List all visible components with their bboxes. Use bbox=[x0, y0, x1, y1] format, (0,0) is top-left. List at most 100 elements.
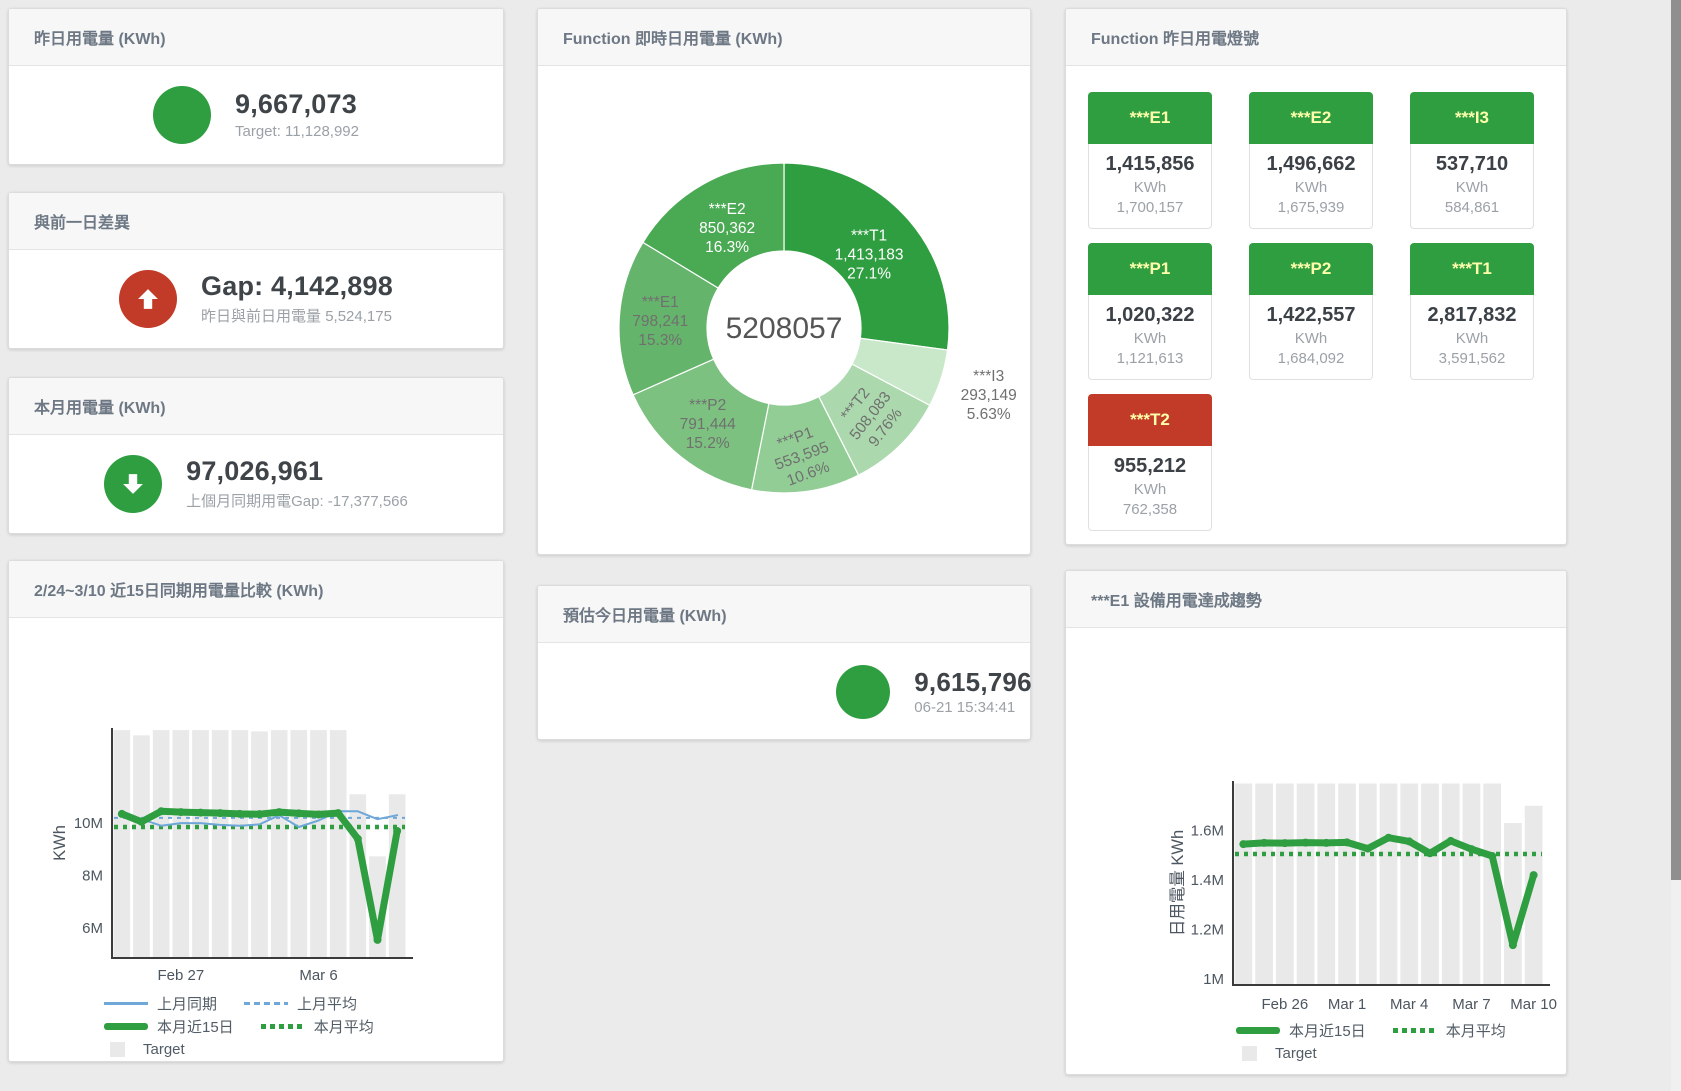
target-bar bbox=[290, 730, 308, 958]
target-bar bbox=[1338, 783, 1356, 985]
target-bar bbox=[192, 730, 209, 958]
chart-legend: 上月同期 上月平均本月近15日 本月平均 Target bbox=[9, 992, 503, 1061]
tile-value: 1,496,662 bbox=[1266, 153, 1356, 175]
status-circle bbox=[836, 665, 891, 719]
target-bar bbox=[133, 735, 150, 958]
x-tick-label: Feb 27 bbox=[157, 967, 204, 984]
tile-unit: KWh bbox=[1133, 330, 1167, 347]
target-bar bbox=[1441, 783, 1460, 985]
tile-value: 955,212 bbox=[1113, 455, 1187, 477]
series-point bbox=[1301, 838, 1310, 847]
series-point bbox=[1405, 837, 1414, 846]
series-point bbox=[1363, 844, 1372, 853]
series-point bbox=[157, 807, 166, 816]
donut-slice-t1[interactable] bbox=[783, 162, 950, 351]
series-point bbox=[1488, 852, 1497, 861]
e1-trend-chart[interactable]: 1M 1.2M 1.4M 1.6M 日用電量 KWh Feb 26 Mar 1 Mar 4 Ma… bbox=[1066, 767, 1566, 1065]
legend-item[interactable]: 本月近15日 bbox=[1236, 1020, 1366, 1041]
target-bar bbox=[1524, 805, 1543, 985]
donut-slice-e2[interactable] bbox=[642, 162, 785, 289]
x-tick-label: Mar 1 bbox=[1328, 996, 1366, 1013]
series-point bbox=[216, 809, 225, 818]
x-tick-label: Feb 26 bbox=[1261, 996, 1308, 1013]
donut-slice-label: ***E2 850,362 16.3% bbox=[699, 201, 755, 256]
legend-item[interactable]: Target bbox=[1236, 1045, 1317, 1062]
legend-swatch-box bbox=[110, 1042, 125, 1057]
legend-swatch-thick bbox=[1236, 1027, 1280, 1034]
panel-yesterday-usage: 昨日用電量 (KWh) 9,667,073 Target: 11,128,992 bbox=[8, 8, 504, 165]
legend-item[interactable]: 上月平均 bbox=[244, 993, 357, 1014]
legend-item[interactable]: 本月近15日 bbox=[104, 1016, 234, 1037]
panel-month-usage: 本月用電量 (KWh) 97,026,961 上個月同期用電Gap: -17,3… bbox=[8, 377, 504, 534]
y-tick-label: 10M bbox=[74, 815, 103, 832]
panel-realtime-donut: Function 即時日用電量 (KWh) ***T1 1,413,183 27.1… bbox=[537, 8, 1031, 555]
legend-item[interactable]: 本月平均 bbox=[1392, 1020, 1506, 1041]
series-point bbox=[1467, 845, 1476, 854]
target-bar bbox=[1421, 783, 1439, 985]
legend-swatch-dots bbox=[1392, 1028, 1437, 1033]
target-bar bbox=[172, 730, 190, 958]
target-bar bbox=[1234, 783, 1253, 985]
panel-15day-compare-chart: 2/24~3/10 近15日同期用電量比較 (KWh) 6M 8M 10M KWh Fe… bbox=[8, 560, 504, 1062]
series-point bbox=[314, 810, 323, 819]
compare-usage-chart[interactable]: 6M 8M 10M KWh Feb 27 Mar 6 上月同期 上月平均 本月近15日 本月平均 T… bbox=[9, 718, 503, 1061]
diff-gap-value: Gap: 4,142,898 bbox=[201, 271, 393, 302]
panel-title: 本月用電量 (KWh) bbox=[9, 378, 503, 435]
x-tick-label: Mar 10 bbox=[1510, 996, 1557, 1013]
series-point bbox=[334, 809, 343, 818]
target-bar bbox=[1400, 783, 1419, 985]
status-tile-e2: ***E2 1,496,662 KWh 1,675,939 bbox=[1249, 92, 1373, 229]
tile-unit: KWh bbox=[1455, 330, 1489, 347]
panel-diff-prev-day: 與前一日差異 Gap: 4,142,898 昨日與前日用電量 5,524,175 bbox=[8, 192, 504, 349]
tile-value: 537,710 bbox=[1435, 153, 1509, 175]
x-tick-label: Mar 6 bbox=[299, 967, 337, 984]
tile-target: 762,358 bbox=[1122, 501, 1178, 518]
tile-unit: KWh bbox=[1294, 330, 1328, 347]
down-arrow-icon bbox=[123, 474, 144, 494]
page-scrollbar[interactable] bbox=[1671, 0, 1681, 1091]
legend-item[interactable]: 本月平均 bbox=[260, 1016, 374, 1037]
series-point bbox=[255, 810, 264, 819]
legend-item[interactable]: Target bbox=[104, 1041, 185, 1058]
status-tile-p1: ***P1 1,020,322 KWh 1,121,613 bbox=[1088, 243, 1212, 380]
target-bar bbox=[1275, 783, 1294, 985]
series-point bbox=[393, 826, 402, 835]
target-bar bbox=[251, 731, 268, 958]
target-bar bbox=[1255, 783, 1273, 985]
target-bar bbox=[1504, 823, 1522, 985]
legend-item[interactable]: 上月同期 bbox=[104, 993, 217, 1014]
target-bar bbox=[329, 730, 347, 958]
target-bar bbox=[1483, 783, 1502, 985]
x-tick-label: Mar 4 bbox=[1390, 996, 1428, 1013]
series-point bbox=[1260, 838, 1269, 847]
tile-target: 1,684,092 bbox=[1277, 350, 1345, 367]
tile-target: 3,591,562 bbox=[1438, 350, 1506, 367]
function-usage-donut-chart[interactable]: ***T1 1,413,183 27.1% ***I3 293,149 5.63% ***T… bbox=[538, 66, 1030, 552]
y-tick-label: 1.2M bbox=[1191, 922, 1224, 939]
status-tile-t2: ***T2 955,212 KWh 762,358 bbox=[1088, 394, 1212, 531]
target-bar bbox=[1358, 783, 1377, 985]
target-bar bbox=[1296, 783, 1315, 985]
yesterday-usage-target: Target: 11,128,992 bbox=[235, 122, 359, 140]
legend-swatch-thick bbox=[104, 1023, 148, 1030]
target-bar bbox=[152, 730, 170, 958]
tile-unit: KWh bbox=[1455, 179, 1489, 196]
status-tile-p2: ***P2 1,422,557 KWh 1,684,092 bbox=[1249, 243, 1373, 380]
tile-label: ***P2 bbox=[1249, 243, 1373, 295]
donut-svg: ***T1 1,413,183 27.1%***I3 293,149 5.63%***T… bbox=[618, 162, 1017, 494]
scrollbar-thumb[interactable] bbox=[1671, 0, 1681, 880]
legend-label: 上月平均 bbox=[297, 996, 358, 1013]
donut-center-total: 5208057 bbox=[726, 312, 843, 345]
panel-title: 昨日用電量 (KWh) bbox=[9, 9, 503, 66]
legend-swatch-box bbox=[1242, 1046, 1257, 1061]
tile-label: ***E1 bbox=[1088, 92, 1212, 144]
x-tick-label: Mar 7 bbox=[1452, 996, 1490, 1013]
panel-estimate-today: 預估今日用電量 (KWh) 9,615,796 06-21 15:34:41 bbox=[537, 585, 1032, 740]
up-arrow-icon bbox=[138, 289, 158, 309]
series-point bbox=[294, 809, 303, 818]
legend-label: 本月平均 bbox=[313, 1019, 374, 1036]
panel-title: 預估今日用電量 (KWh) bbox=[538, 586, 1030, 643]
status-circle bbox=[104, 455, 163, 513]
series-point bbox=[1239, 840, 1248, 849]
